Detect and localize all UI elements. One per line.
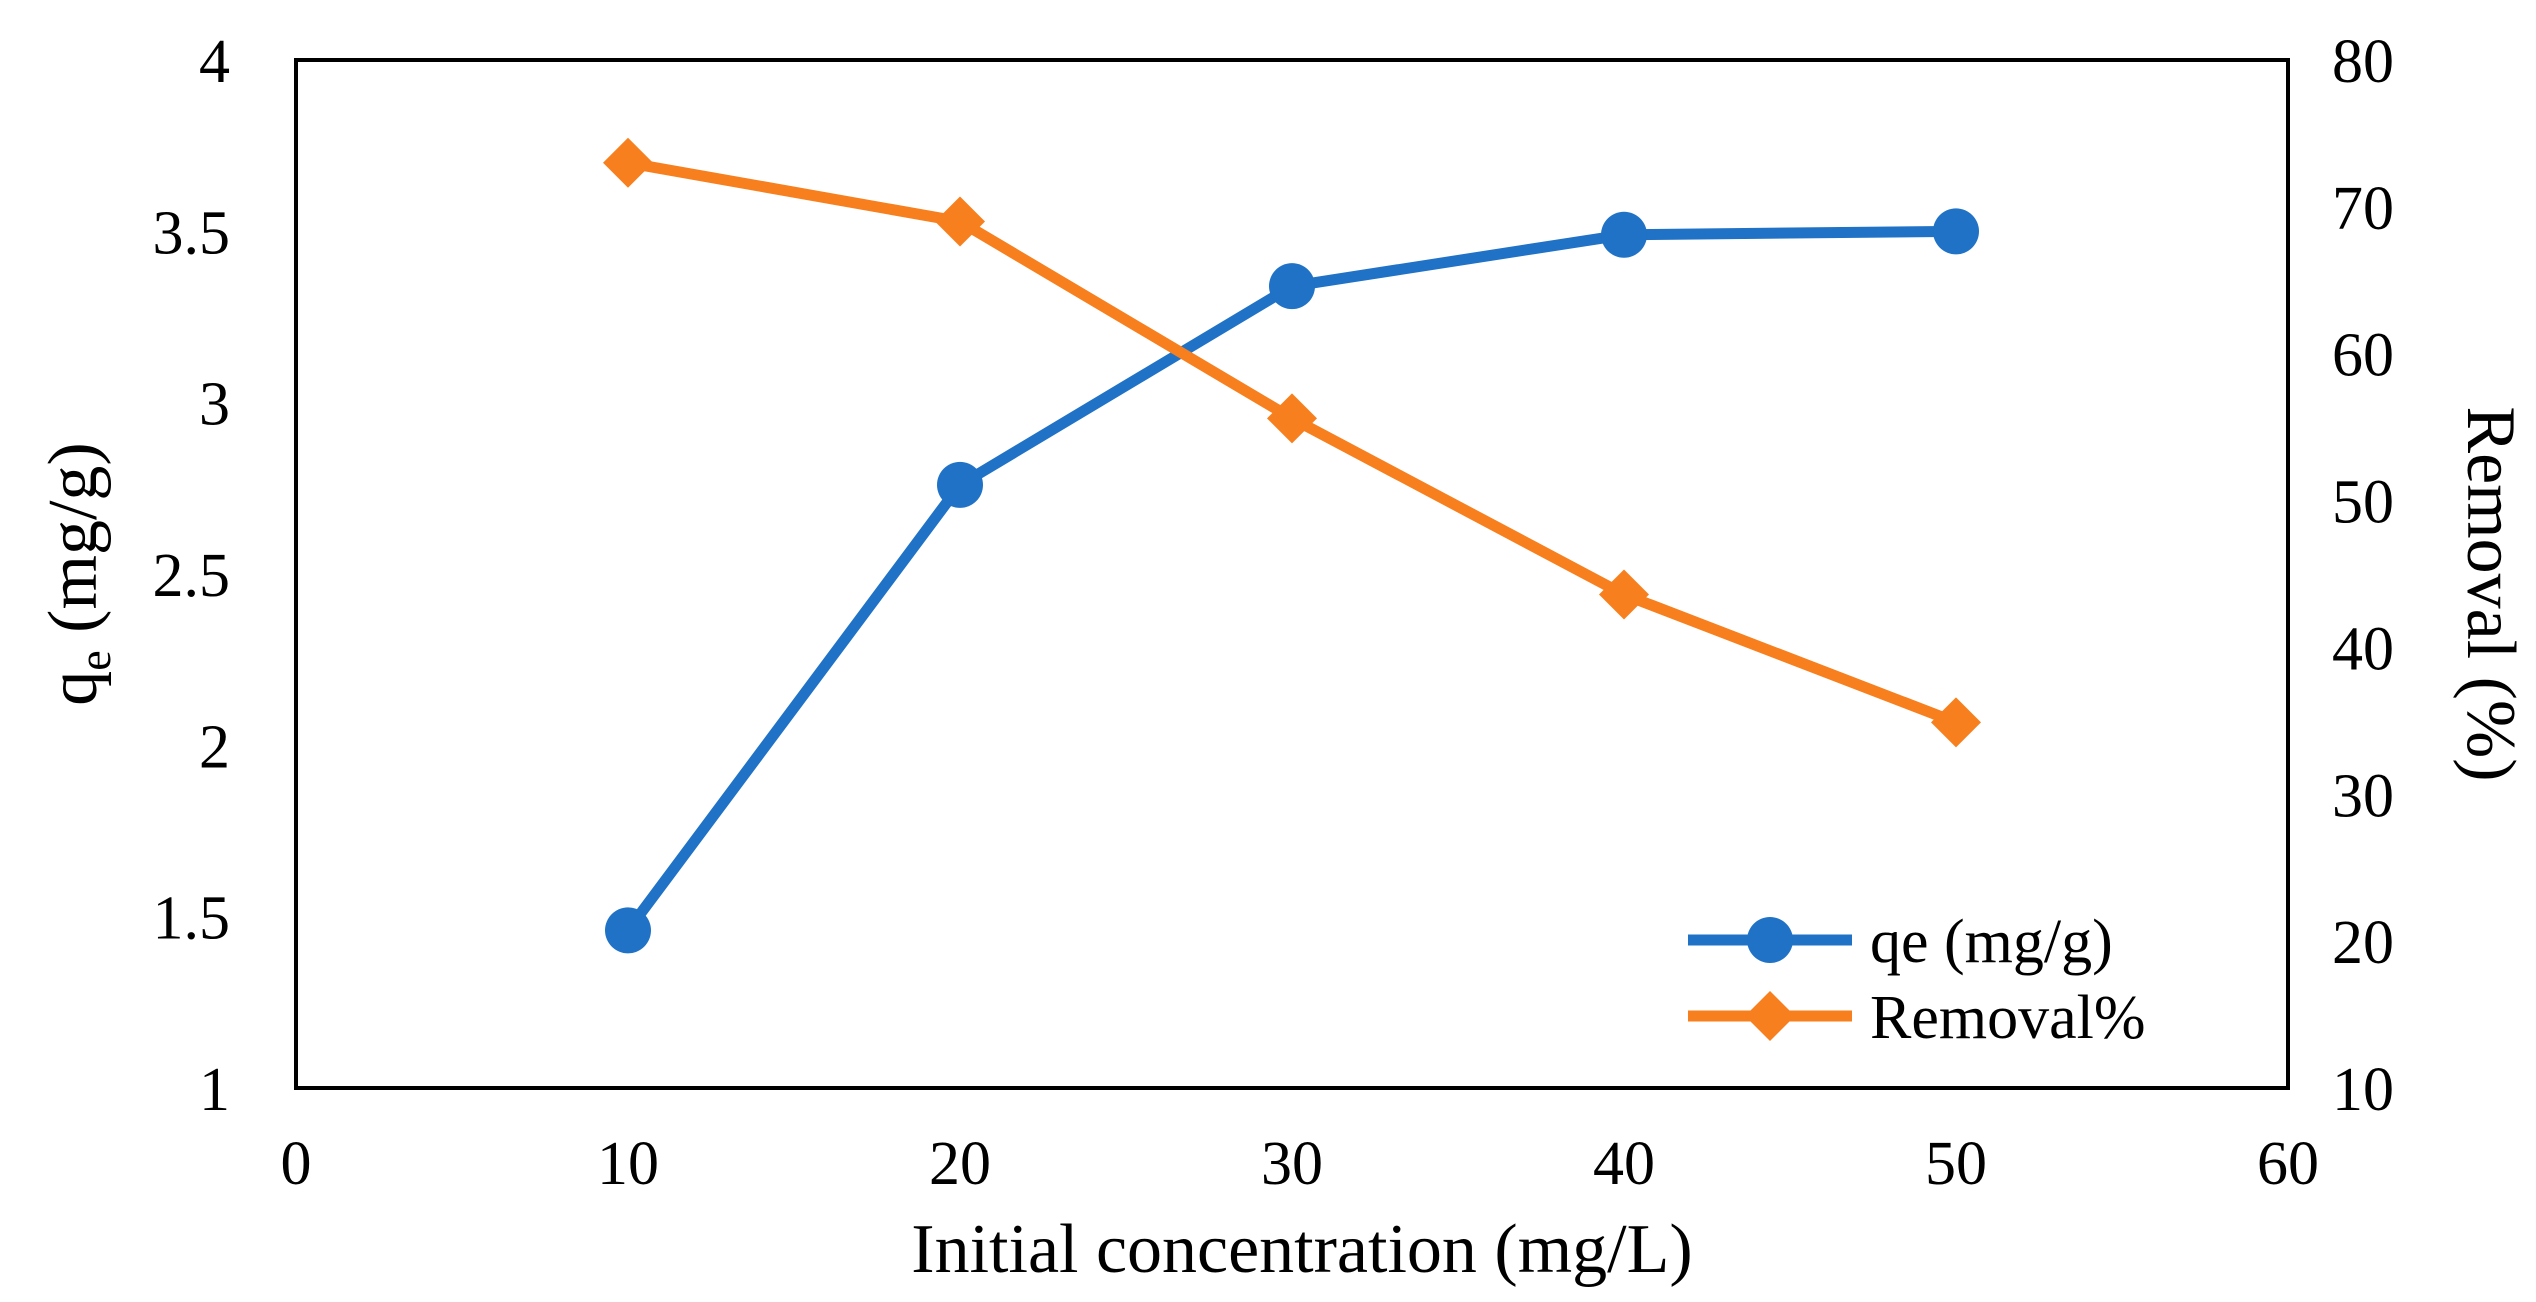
data-point-qe — [1933, 208, 1979, 255]
y-tick-label: 3.5 — [153, 199, 231, 267]
legend-marker-diamond — [1745, 991, 1795, 1041]
y2-tick-label: 60 — [2332, 322, 2394, 390]
data-point-removal — [1599, 569, 1649, 620]
x-axis-label: Initial concentration (mg/L) — [911, 1211, 1692, 1288]
data-point-removal — [1931, 697, 1981, 748]
y-axis-label-main: q — [35, 671, 112, 706]
y-axis-label: qe (mg/g) — [35, 442, 120, 705]
x-tick-label: 60 — [2257, 1130, 2319, 1198]
y-tick-label: 3 — [199, 371, 230, 439]
y-axis-label-subscript: e — [69, 650, 120, 670]
data-point-qe — [605, 907, 651, 954]
x-tick-label: 10 — [597, 1130, 659, 1198]
data-point-qe — [937, 461, 983, 508]
y2-tick-label: 70 — [2332, 175, 2394, 243]
y2-tick-label: 80 — [2332, 28, 2394, 96]
data-point-removal — [935, 196, 985, 247]
x-tick-label: 50 — [1925, 1130, 1987, 1198]
y-axis-label-suffix: (mg/g) — [35, 442, 112, 650]
y2-tick-label: 30 — [2332, 762, 2394, 830]
y-tick-label: 2 — [199, 713, 230, 781]
y-tick-label: 1 — [199, 1056, 230, 1124]
y-tick-label: 1.5 — [153, 885, 231, 953]
legend-label: Removal% — [1870, 984, 2146, 1052]
data-point-qe — [1269, 263, 1315, 310]
legend-marker-circle — [1747, 917, 1793, 963]
data-point-removal — [1267, 393, 1317, 444]
y2-axis-label: Removal (%) — [2452, 406, 2529, 781]
y-tick-label: 2.5 — [153, 542, 231, 610]
x-tick-label: 20 — [929, 1130, 991, 1198]
y2-tick-label: 40 — [2332, 615, 2394, 683]
y-tick-label: 4 — [199, 28, 230, 96]
data-point-removal — [603, 137, 653, 188]
x-tick-label: 30 — [1261, 1130, 1323, 1198]
y2-tick-label: 10 — [2332, 1056, 2394, 1124]
plot-area-frame — [294, 58, 2290, 1090]
y2-tick-label: 20 — [2332, 909, 2394, 977]
legend-label: qe (mg/g) — [1870, 908, 2113, 976]
data-point-qe — [1601, 211, 1647, 258]
y2-tick-label: 50 — [2332, 469, 2394, 537]
x-tick-label: 0 — [281, 1130, 312, 1198]
x-tick-label: 40 — [1593, 1130, 1655, 1198]
